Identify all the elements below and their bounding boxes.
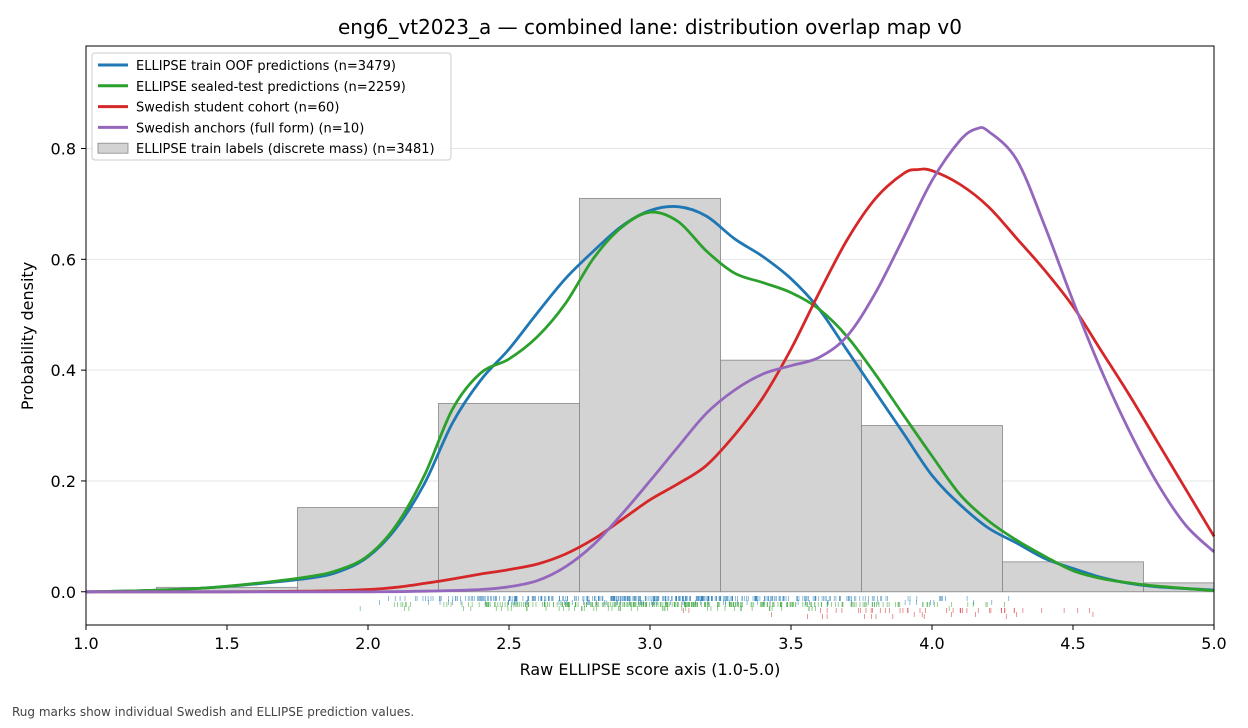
x-tick-label-8: 5.0: [1201, 634, 1226, 653]
series-lines: [85, 126, 1216, 594]
y-axis-label: Probability density: [18, 262, 37, 410]
histogram-bar-6: [1002, 561, 1144, 593]
legend: ELLIPSE train OOF predictions (n=3479) EL…: [91, 52, 452, 161]
y-tick-label-4: 0.8: [51, 140, 76, 159]
legend-label-histogram: ELLIPSE train labels (discrete mass) (n=…: [136, 142, 435, 157]
series-line-3: [86, 126, 1215, 594]
histogram: [156, 197, 1215, 593]
x-tick-label-5: 3.5: [778, 634, 803, 653]
legend-label-0: ELLIPSE train OOF predictions (n=3479): [136, 59, 396, 74]
x-axis-ticks: 1.0 1.5 2.0 2.5 3.0 3.5 4.0 4.5 5.0: [73, 625, 1227, 653]
histogram-bar-4: [720, 359, 862, 593]
y-tick-label-1: 0.2: [51, 472, 76, 491]
legend-label-1: ELLIPSE sealed-test predictions (n=2259): [136, 80, 406, 95]
y-tick-label-0: 0.0: [51, 583, 76, 602]
footnote-caption: Rug marks show individual Swedish and EL…: [12, 705, 415, 719]
histogram-bar-3: [579, 197, 721, 593]
y-tick-label-3: 0.6: [51, 250, 76, 269]
series-line-2: [86, 167, 1216, 594]
y-tick-label-2: 0.4: [51, 361, 76, 380]
x-tick-label-2: 2.0: [355, 634, 380, 653]
rug-marks: [359, 596, 1094, 619]
x-tick-label-7: 4.5: [1060, 634, 1085, 653]
rug-row-2: [683, 608, 1094, 617]
histogram-bar-2: [438, 402, 580, 593]
x-tick-label-1: 1.5: [214, 634, 239, 653]
rug-row-0: [379, 596, 1010, 605]
x-tick-label-0: 1.0: [73, 634, 98, 653]
chart-title: eng6_vt2023_a — combined lane: distribut…: [338, 15, 962, 39]
legend-label-2: Swedish student cohort (n=60): [136, 101, 339, 116]
x-axis-label: Raw ELLIPSE score axis (1.0-5.0): [520, 660, 781, 679]
x-tick-label-6: 4.0: [919, 634, 944, 653]
x-tick-label-4: 3.0: [637, 634, 662, 653]
x-tick-label-3: 2.5: [496, 634, 521, 653]
rug-row-1: [359, 602, 1005, 611]
legend-box: [91, 52, 452, 161]
legend-label-3: Swedish anchors (full form) (n=10): [136, 121, 364, 136]
legend-swatch-histogram: [97, 142, 129, 154]
rug-row-3: [807, 614, 1007, 619]
series-line-1: [85, 210, 1215, 594]
y-axis-ticks: 0.0 0.2 0.4 0.6 0.8: [51, 140, 86, 602]
histogram-bar-5: [861, 425, 1003, 593]
histogram-bar-1: [297, 507, 439, 593]
